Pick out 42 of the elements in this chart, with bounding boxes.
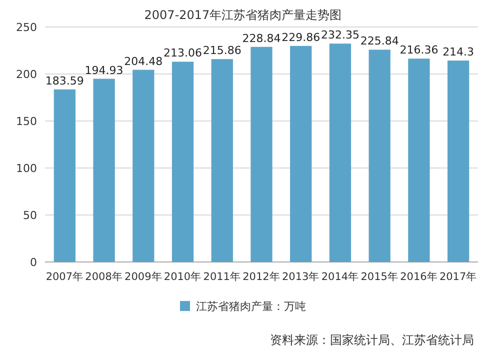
x-tick-label: 2011年 xyxy=(203,271,242,283)
bar xyxy=(172,62,194,262)
x-tick-label: 2007年 xyxy=(46,271,84,283)
x-tick-label: 2012年 xyxy=(242,271,280,283)
data-label: 228.84 xyxy=(242,32,281,45)
bar xyxy=(290,46,312,262)
bar xyxy=(368,50,390,262)
bar xyxy=(408,58,430,262)
x-tick-label: 2008年 xyxy=(85,271,123,283)
y-tick-label: 100 xyxy=(16,162,37,175)
data-label: 216.36 xyxy=(400,44,438,57)
bar xyxy=(132,70,154,262)
x-tick-label: 2009年 xyxy=(124,271,162,283)
x-tick-label: 2013年 xyxy=(282,271,320,283)
y-tick-label: 0 xyxy=(30,256,37,269)
bar xyxy=(54,89,76,262)
x-tick-label: 2014年 xyxy=(321,271,360,283)
y-tick-label: 250 xyxy=(16,21,37,34)
bar xyxy=(93,78,115,262)
x-tick-label: 2010年 xyxy=(164,271,202,283)
x-tick-label: 2016年 xyxy=(400,271,438,283)
x-tick-label: 2015年 xyxy=(360,271,398,283)
data-label: 229.86 xyxy=(282,30,320,44)
y-tick-label: 200 xyxy=(16,68,37,81)
text: 资料来源：国家统计局、江苏省统计局 xyxy=(270,333,474,347)
data-label: 232.35 xyxy=(320,28,360,42)
data-label: 213.06 xyxy=(164,46,202,60)
chart-title: 2007-2017年江苏省猪肉产量走势图 xyxy=(144,8,342,22)
bar xyxy=(250,46,272,262)
data-label: 215.86 xyxy=(202,44,242,58)
bar xyxy=(329,44,352,262)
data-label: 194.93 xyxy=(84,64,124,77)
data-label: 183.59 xyxy=(45,74,84,88)
x-tick-label: 2017年 xyxy=(439,271,478,283)
legend-label: 江苏省猪肉产量：万吨 xyxy=(196,300,306,313)
y-tick-label: 50 xyxy=(23,209,37,222)
data-label: 204.48 xyxy=(124,54,163,68)
y-tick-label: 150 xyxy=(16,115,37,128)
bar xyxy=(211,59,233,262)
data-label: 225.84 xyxy=(360,34,399,48)
data-label: 214.3 xyxy=(442,46,474,59)
bar xyxy=(447,60,470,262)
